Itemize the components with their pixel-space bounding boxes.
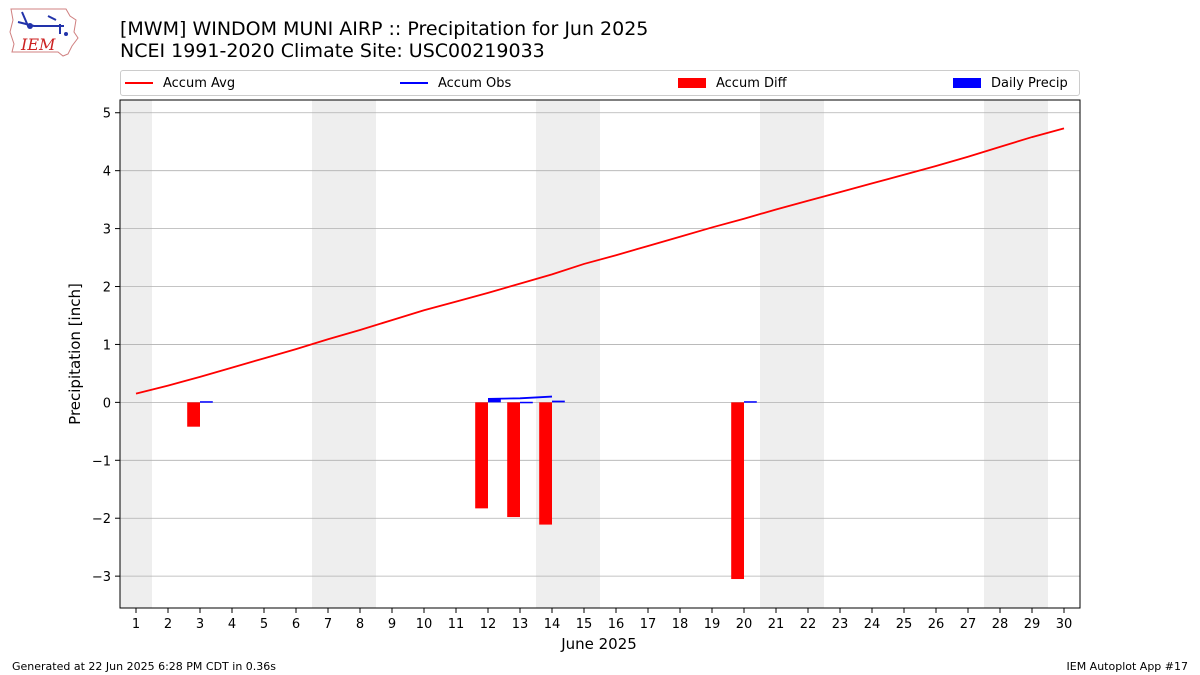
- x-tick-label-23: 23: [832, 617, 849, 632]
- x-axis-label: June 2025: [560, 635, 637, 653]
- x-tick-label-22: 22: [800, 617, 817, 632]
- x-tick-label-15: 15: [576, 617, 593, 632]
- x-tick-label-25: 25: [896, 617, 913, 632]
- logo-text: IEM: [20, 35, 56, 54]
- weekend-shade-day-29: [1016, 100, 1048, 608]
- daily-precip-bar-day-3: [200, 401, 213, 403]
- plot-frame: [119, 99, 1081, 609]
- y-tick-label-2: 2: [103, 281, 111, 296]
- x-tick-label-24: 24: [864, 617, 881, 632]
- iowa-outline-icon: [9, 8, 79, 57]
- weekend-shade-day-28: [984, 100, 1016, 608]
- y-tick-label-4: 4: [103, 165, 111, 180]
- accum-diff-bar-day-20: [731, 402, 744, 580]
- accum-avg-line: [135, 127, 1065, 395]
- x-tick-label-13: 13: [512, 617, 529, 632]
- x-tick-label-11: 11: [448, 617, 465, 632]
- legend-swatch-accum-avg: [125, 82, 153, 84]
- weekend-shade-day-8: [344, 100, 376, 608]
- x-tick-label-12: 12: [480, 617, 497, 632]
- x-tick-label-4: 4: [228, 617, 236, 632]
- daily-precip-bar-day-13: [520, 401, 533, 404]
- weather-symbols-icon: [17, 11, 64, 34]
- y-tick-label-1: 1: [103, 338, 111, 353]
- footer-app-text: IEM Autoplot App #17: [1066, 660, 1189, 673]
- x-tick-label-6: 6: [292, 617, 300, 632]
- accum-obs-line: [487, 395, 553, 400]
- accum-diff-bar-day-12: [475, 402, 488, 509]
- y-tick-label--2: −2: [92, 512, 111, 527]
- x-tick-label-18: 18: [672, 617, 689, 632]
- legend-label-accum-obs: Accum Obs: [438, 75, 512, 91]
- x-tick-label-3: 3: [196, 617, 204, 632]
- weekend-shade-day-22: [792, 100, 824, 608]
- weekend-shade-day-7: [312, 100, 344, 608]
- legend-swatch-daily-precip: [953, 78, 981, 88]
- y-tick-label-3: 3: [103, 223, 111, 238]
- legend-swatch-accum-diff: [678, 78, 706, 88]
- accum-diff-bar-day-3: [187, 402, 200, 427]
- y-tick-label-5: 5: [103, 107, 111, 122]
- x-tick-label-17: 17: [640, 617, 657, 632]
- y-tick-label-0: 0: [103, 396, 111, 411]
- x-tick-label-14: 14: [544, 617, 561, 632]
- weekend-shade-day-14: [536, 100, 568, 608]
- legend-label-accum-avg: Accum Avg: [163, 75, 236, 91]
- iem-logo: IEM: [9, 8, 79, 57]
- y-tick-label--3: −3: [92, 570, 111, 585]
- legend-item-accum-diff: Accum Diff: [678, 71, 787, 95]
- x-tick-label-16: 16: [608, 617, 625, 632]
- x-tick-label-29: 29: [1024, 617, 1041, 632]
- weekend-shade-day-21: [760, 100, 792, 608]
- weekend-shade-day-1: [120, 100, 152, 608]
- x-tick-label-19: 19: [704, 617, 721, 632]
- accum-diff-bar-day-13: [507, 402, 520, 518]
- x-tick-label-7: 7: [324, 617, 332, 632]
- legend-swatch-accum-obs: [400, 82, 428, 84]
- x-tick-label-30: 30: [1056, 617, 1073, 632]
- x-tick-label-9: 9: [388, 617, 396, 632]
- accum-diff-bar-day-14: [539, 402, 552, 525]
- x-tick-label-27: 27: [960, 617, 977, 632]
- x-tick-label-5: 5: [260, 617, 268, 632]
- x-tick-label-21: 21: [768, 617, 785, 632]
- footer-generated-text: Generated at 22 Jun 2025 6:28 PM CDT in …: [12, 660, 277, 673]
- daily-precip-bar-day-14: [552, 400, 565, 403]
- legend: Accum Avg Accum Obs Accum Diff Daily Pre…: [120, 70, 1080, 96]
- y-axis-label: Precipitation [inch]: [66, 283, 84, 425]
- legend-item-accum-avg: Accum Avg: [125, 71, 235, 95]
- x-tick-label-8: 8: [356, 617, 364, 632]
- x-tick-label-26: 26: [928, 617, 945, 632]
- chart-subtitle: NCEI 1991-2020 Climate Site: USC00219033: [120, 40, 545, 62]
- daily-precip-bar-day-12: [488, 398, 501, 403]
- legend-label-daily-precip: Daily Precip: [991, 75, 1068, 91]
- x-tick-label-2: 2: [164, 617, 172, 632]
- chart-title: [MWM] WINDOM MUNI AIRP :: Precipitation …: [120, 18, 649, 40]
- x-tick-label-10: 10: [416, 617, 433, 632]
- weekend-shade-day-15: [568, 100, 600, 608]
- x-tick-label-28: 28: [992, 617, 1009, 632]
- legend-item-daily-precip: Daily Precip: [953, 71, 1068, 95]
- legend-item-accum-obs: Accum Obs: [400, 71, 511, 95]
- daily-precip-bar-day-20: [744, 401, 757, 403]
- y-tick-label--1: −1: [92, 454, 111, 469]
- legend-label-accum-diff: Accum Diff: [716, 75, 787, 91]
- x-tick-label-1: 1: [132, 617, 140, 632]
- x-tick-label-20: 20: [736, 617, 753, 632]
